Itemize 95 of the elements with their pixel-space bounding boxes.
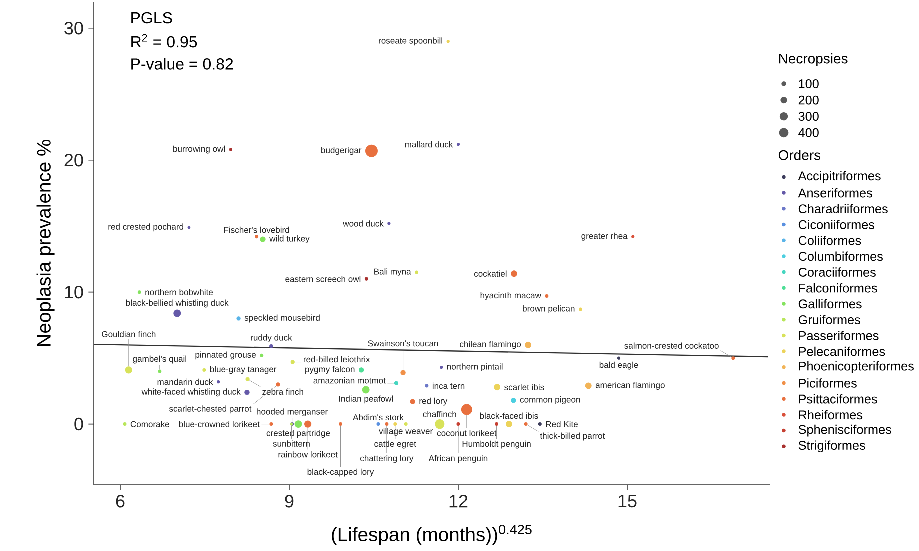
- annotation: gambel's quail: [133, 356, 186, 364]
- text: Necropsies: [779, 53, 848, 67]
- annotation: Indian peafowl: [339, 396, 394, 404]
- annotation: thick-billed parrot: [540, 432, 606, 441]
- annotation: PGLS: [132, 12, 172, 24]
- legend-label: Piciformes: [799, 378, 857, 388]
- legend-label: 300: [798, 112, 819, 122]
- legend-title: Orders: [778, 150, 821, 160]
- annotation: american flamingo: [596, 382, 665, 390]
- annotation: chattering lory: [360, 455, 414, 464]
- legend-label: Ciconiiformes: [798, 220, 875, 230]
- annotation: hyacinth macaw: [480, 292, 542, 300]
- legend-label: Columbiformes: [798, 252, 883, 262]
- annotation: red crested pochard: [108, 224, 184, 232]
- annotation: burrowing owl: [174, 146, 226, 154]
- annotation: ruddy duck: [251, 334, 292, 343]
- legend-label: Strigiformes: [798, 440, 866, 453]
- annotation: P-value = 0.82: [132, 58, 234, 70]
- annotation: northern bobwhite: [146, 289, 214, 296]
- annotation: speckled mousebird: [244, 314, 320, 323]
- annotation: Gouldian finch: [102, 331, 156, 338]
- legend-label: 400: [798, 128, 819, 138]
- annotation: zebra finch: [262, 388, 304, 396]
- annotation: pygmy falcon: [306, 366, 355, 374]
- legend-label: Phoenicopteriformes: [799, 361, 914, 374]
- legend-label: 200: [798, 96, 819, 105]
- y-tick-label: 10: [65, 286, 84, 299]
- annotation: chaffinch: [423, 411, 456, 418]
- annotation: wood duck: [343, 220, 384, 227]
- annotation: village weaver: [379, 428, 433, 436]
- annotation: pinnated grouse: [196, 352, 256, 360]
- annotation: salmon-crested cockatoo: [624, 342, 719, 349]
- annotation: scarlet-chested parrot: [169, 406, 252, 414]
- x-tick-label: 12: [450, 495, 468, 508]
- x-tick-label: 9: [285, 495, 294, 508]
- annotation: Bali myna: [374, 268, 412, 277]
- annotation: roseate spoonbill: [379, 38, 442, 46]
- annotation: northern pintail: [447, 364, 503, 372]
- annotation: red-billed leiothrix: [304, 356, 370, 363]
- legend-label: Charadriiformes: [798, 204, 888, 214]
- annotation: mandarin duck: [158, 378, 214, 386]
- y-tick-label: 0: [74, 418, 84, 431]
- y-tick-label: 30: [64, 22, 84, 35]
- annotation: blue-gray tanager: [210, 366, 277, 374]
- legend-label: 100: [799, 80, 819, 88]
- annotation: greater rhea: [582, 232, 628, 241]
- annotation: coconut lorikeet: [437, 430, 497, 436]
- legend-label: Pelecaniformes: [799, 346, 886, 356]
- annotation: cockatiel: [474, 270, 507, 277]
- annotation: white-faced whistling duck: [142, 388, 241, 397]
- x-tick-label: 6: [116, 495, 125, 508]
- y-tick-label: 20: [64, 154, 84, 167]
- annotation: bald eagle: [600, 362, 638, 370]
- annotation: budgerigar: [322, 147, 362, 156]
- x-axis-title: (Lifespan (months))$^{0.425}$: [332, 524, 532, 546]
- annotation: wild turkey: [270, 236, 310, 244]
- legend-label: Coliiformes: [798, 236, 862, 246]
- annotation: rainbow lorikeet: [278, 451, 338, 458]
- annotation: inca tern: [432, 382, 465, 390]
- annotation: common pigeon: [520, 396, 580, 405]
- annotation: Comorake: [130, 421, 170, 428]
- annotation: African penguin: [428, 455, 488, 464]
- annotation: Humboldt penguin: [462, 440, 531, 449]
- annotation: black-capped lory: [308, 468, 374, 477]
- annotation: Abdim's stork: [353, 414, 404, 421]
- annotation: chilean flamingo: [460, 341, 522, 350]
- legend-label: Rheiformes: [799, 410, 863, 420]
- annotation: scarlet ibis: [504, 384, 544, 390]
- annotation: hooded merganser: [257, 408, 328, 417]
- annotation: black-bellied whistling duck: [126, 300, 229, 308]
- annotation: Red Kite: [546, 421, 578, 428]
- x-tick-label: 15: [618, 495, 637, 508]
- annotation: amazonian motmot: [314, 377, 386, 384]
- annotation: mallard duck: [405, 141, 454, 148]
- annotation: red lory: [420, 398, 448, 406]
- annotation: cattle egret: [374, 440, 416, 449]
- annotation: sunbittern: [273, 440, 310, 447]
- legend-label: Sphenisciformes: [798, 424, 892, 437]
- legend-label: Accipitriformes: [798, 171, 881, 184]
- legend-label: Gruiformes: [798, 315, 860, 324]
- annotation: black-faced ibis: [480, 412, 538, 420]
- legend-label: Falconiformes: [799, 283, 878, 293]
- legend-label: Psittaciformes: [799, 394, 878, 404]
- legend-label: Passeriformes: [799, 331, 879, 340]
- y-axis-title: Neoplasia prevalence %: [36, 140, 55, 346]
- annotation: crested partridge: [266, 430, 330, 438]
- annotation: brown pelican: [523, 306, 575, 314]
- annotation: Swainson's toucan: [368, 340, 438, 347]
- annotation: Fischer's lovebird: [224, 226, 290, 234]
- legend-label: Coraciiformes: [798, 268, 876, 277]
- annotation: eastern screech owl: [286, 276, 361, 282]
- legend-label: Galliformes: [798, 299, 862, 309]
- legend-label: Anseriformes: [798, 188, 872, 198]
- annotation: R$^{2}$ = 0.95: [132, 34, 198, 48]
- annotation: blue-crowned lorikeet: [179, 421, 260, 428]
